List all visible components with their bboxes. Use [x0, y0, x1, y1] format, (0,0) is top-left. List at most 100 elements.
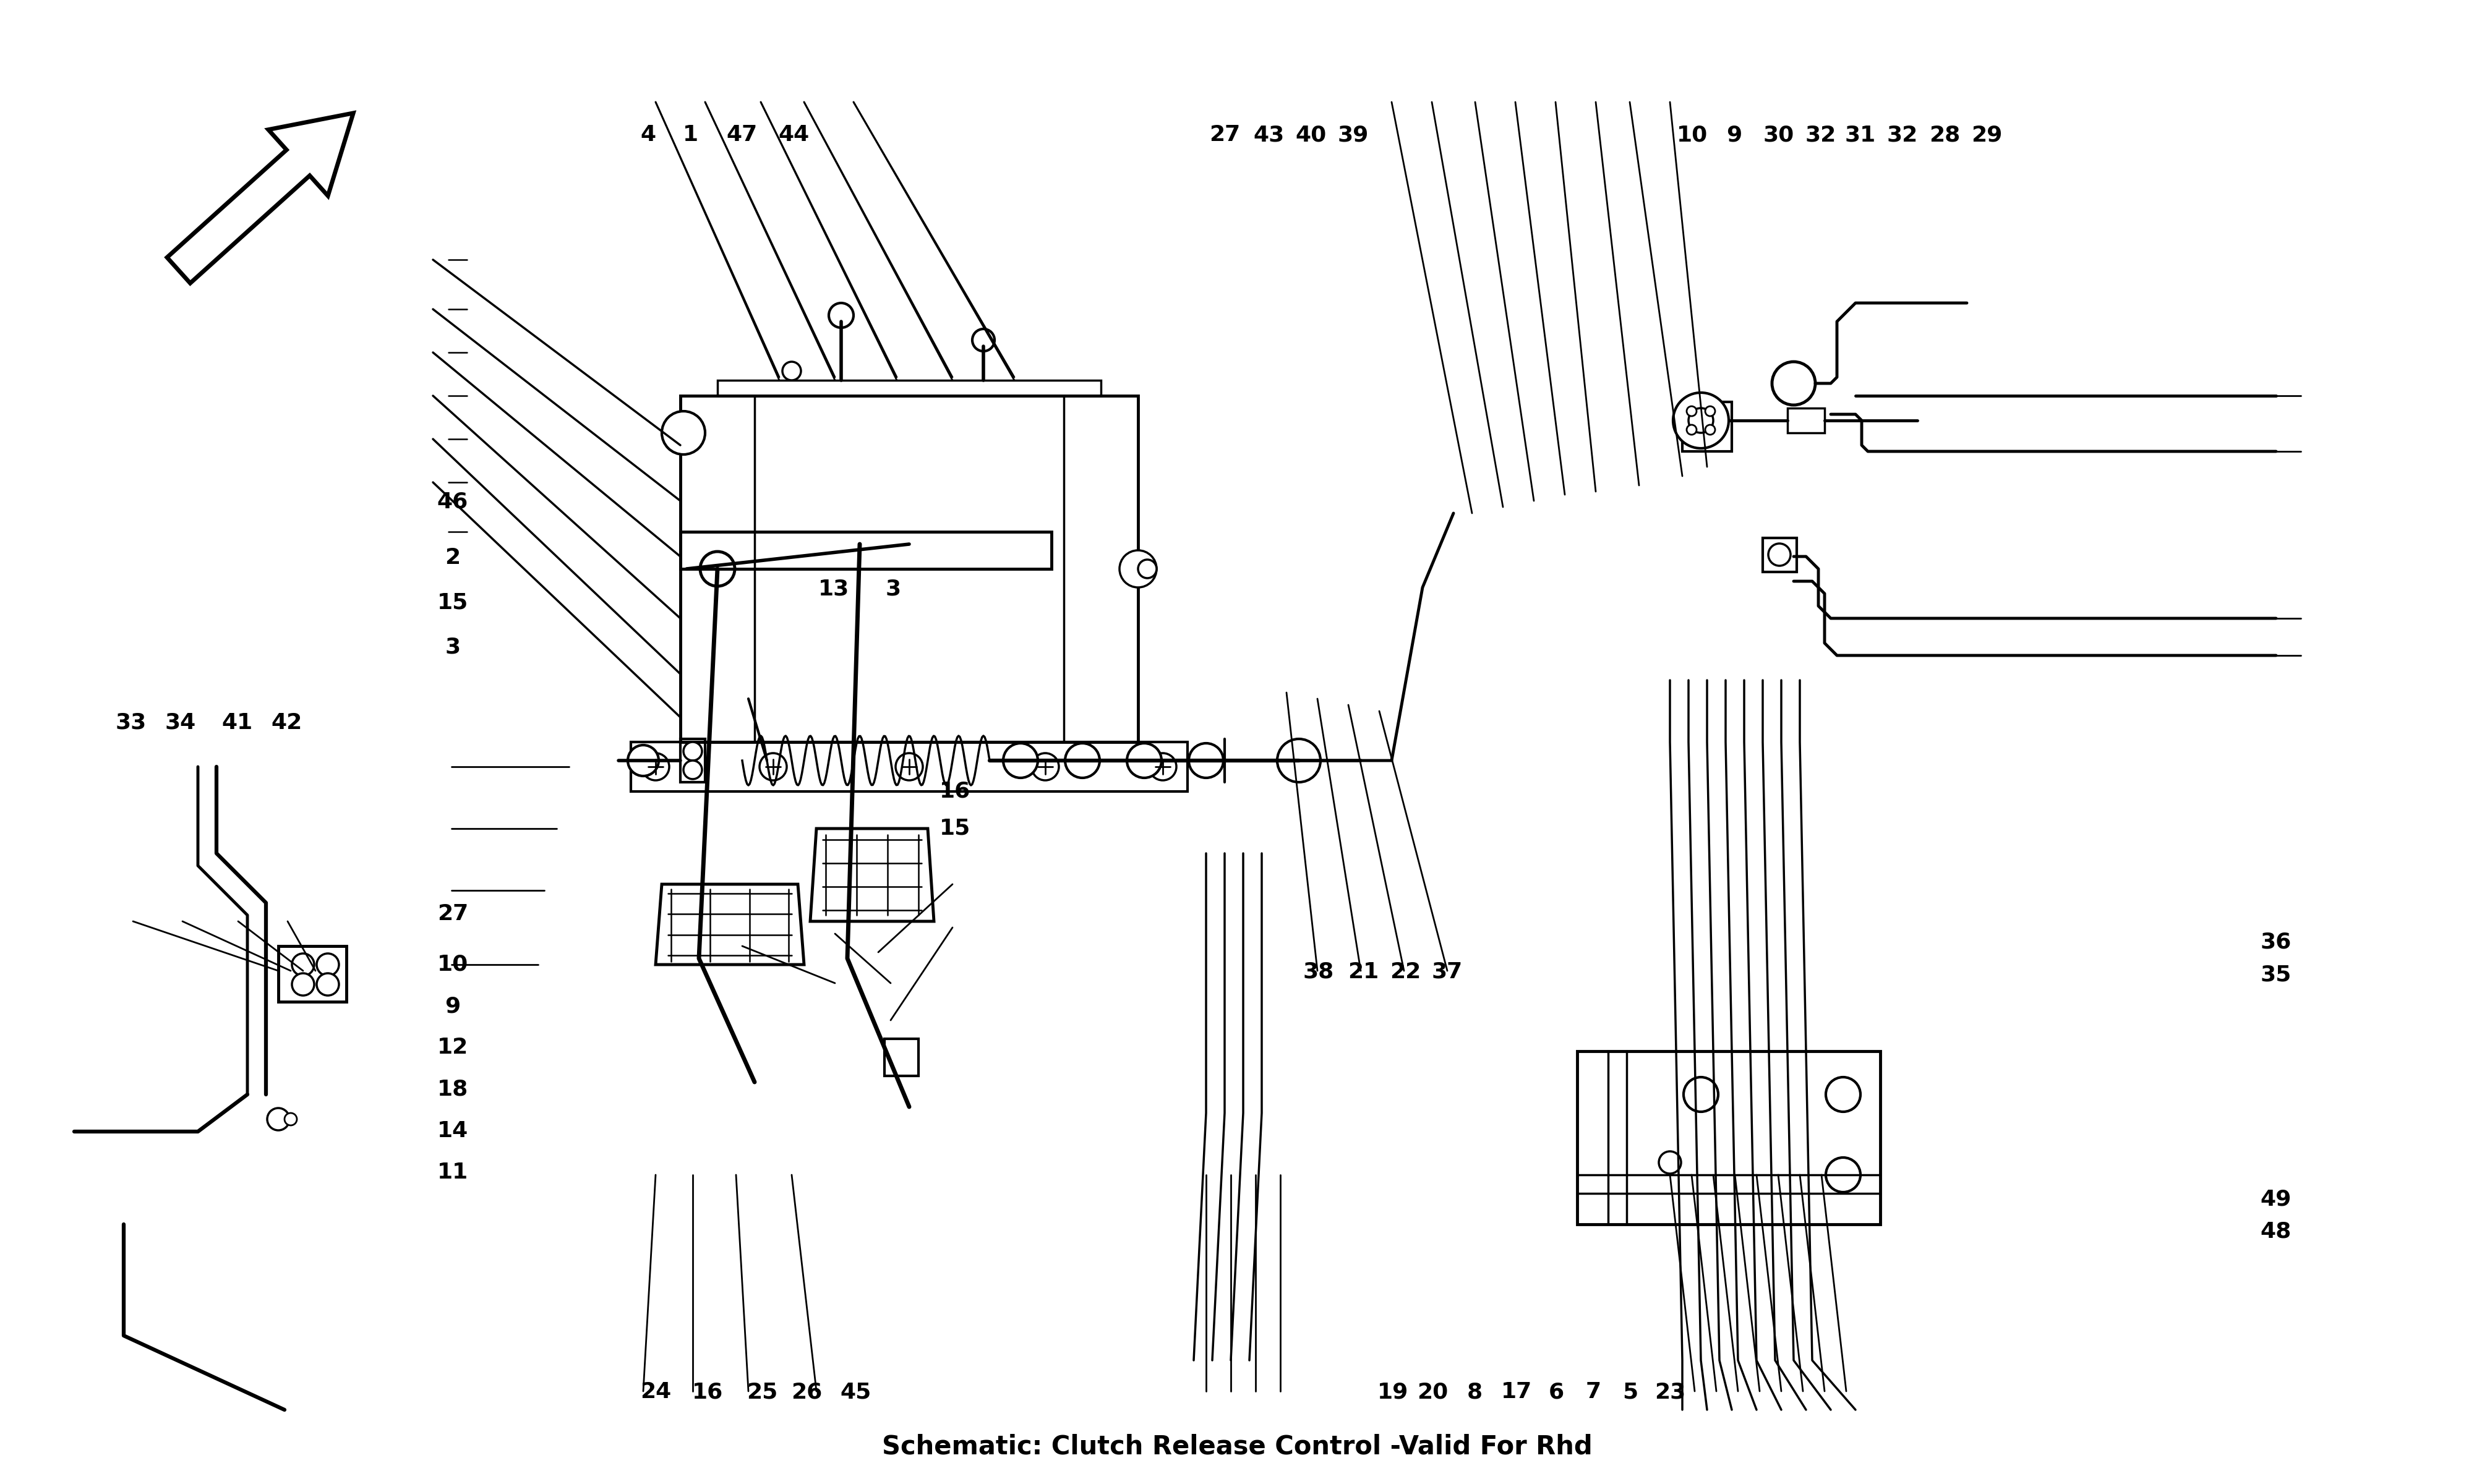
Text: 38: 38 [1304, 962, 1333, 982]
Text: 40: 40 [1296, 125, 1326, 145]
Circle shape [1658, 1152, 1682, 1174]
Bar [1578, 1051, 1880, 1224]
Bar [1761, 537, 1796, 571]
Bar [631, 742, 1188, 791]
Text: 42: 42 [272, 712, 302, 733]
Circle shape [285, 1113, 297, 1125]
Text: 37: 37 [1432, 962, 1462, 982]
Circle shape [1064, 743, 1098, 778]
Text: 29: 29 [1972, 125, 2001, 145]
Text: 45: 45 [841, 1382, 871, 1402]
Text: 7: 7 [1586, 1382, 1601, 1402]
Circle shape [1687, 424, 1697, 435]
Text: 14: 14 [438, 1120, 468, 1141]
Text: 17: 17 [1502, 1382, 1531, 1402]
Text: 20: 20 [1418, 1382, 1447, 1402]
Text: 16: 16 [940, 781, 970, 801]
Text: 15: 15 [940, 818, 970, 838]
Text: 15: 15 [438, 592, 468, 613]
Text: 2: 2 [445, 548, 460, 568]
Text: 26: 26 [792, 1382, 821, 1402]
Circle shape [292, 953, 314, 976]
Bar [680, 396, 1138, 742]
Text: 6: 6 [1549, 1382, 1564, 1402]
Text: 16: 16 [693, 1382, 722, 1402]
Bar [1682, 402, 1732, 451]
Text: 23: 23 [1655, 1382, 1685, 1402]
Circle shape [1118, 551, 1158, 588]
Text: 3: 3 [886, 579, 901, 600]
Circle shape [1769, 543, 1791, 565]
Text: 25: 25 [747, 1382, 777, 1402]
Text: 13: 13 [819, 579, 849, 600]
Circle shape [292, 974, 314, 996]
Circle shape [700, 552, 735, 586]
Text: 31: 31 [1846, 125, 1875, 145]
Text: 32: 32 [1806, 125, 1836, 145]
Circle shape [1771, 362, 1816, 405]
Circle shape [683, 760, 703, 779]
Text: 27: 27 [438, 904, 468, 925]
Circle shape [628, 745, 658, 776]
Text: 9: 9 [445, 996, 460, 1017]
Text: 36: 36 [2261, 932, 2291, 953]
Circle shape [829, 303, 854, 328]
Circle shape [1672, 393, 1729, 448]
Polygon shape [811, 828, 935, 922]
Circle shape [1682, 1077, 1717, 1112]
Circle shape [760, 752, 787, 781]
Circle shape [663, 411, 705, 454]
Text: 1: 1 [683, 125, 698, 145]
Text: 44: 44 [779, 125, 809, 145]
Bar [277, 947, 346, 1002]
Text: 5: 5 [1623, 1382, 1638, 1402]
Circle shape [1188, 743, 1222, 778]
Bar [680, 739, 705, 782]
Circle shape [782, 362, 802, 380]
Circle shape [1687, 407, 1697, 416]
Text: 30: 30 [1764, 125, 1794, 145]
Text: 18: 18 [438, 1079, 468, 1100]
Circle shape [1128, 743, 1163, 778]
Circle shape [1705, 424, 1714, 435]
Text: 24: 24 [641, 1382, 670, 1402]
Text: 41: 41 [223, 712, 252, 733]
Text: 3: 3 [445, 637, 460, 657]
Text: 46: 46 [438, 491, 468, 512]
Text: 21: 21 [1348, 962, 1378, 982]
Circle shape [1277, 739, 1321, 782]
Text: 35: 35 [2261, 965, 2291, 985]
Text: 4: 4 [641, 125, 656, 145]
Text: 19: 19 [1378, 1382, 1408, 1402]
Circle shape [1705, 407, 1714, 416]
Text: 28: 28 [1930, 125, 1959, 145]
Bar [1786, 408, 1826, 433]
Text: 49: 49 [2261, 1189, 2291, 1209]
Circle shape [1138, 559, 1158, 579]
Text: 22: 22 [1390, 962, 1420, 982]
Circle shape [972, 329, 995, 352]
Circle shape [1826, 1077, 1860, 1112]
Text: 27: 27 [1210, 125, 1239, 145]
Text: 47: 47 [727, 125, 757, 145]
Text: 34: 34 [166, 712, 195, 733]
Bar [717, 380, 1101, 396]
Circle shape [1032, 752, 1059, 781]
Bar [886, 1039, 918, 1076]
Text: 10: 10 [438, 954, 468, 975]
Circle shape [896, 752, 923, 781]
Circle shape [267, 1109, 289, 1131]
Circle shape [1687, 408, 1712, 433]
Circle shape [317, 974, 339, 996]
Bar [680, 531, 1051, 568]
Text: 48: 48 [2261, 1221, 2291, 1242]
Circle shape [643, 752, 668, 781]
Text: 11: 11 [438, 1162, 468, 1183]
Text: 8: 8 [1467, 1382, 1482, 1402]
Circle shape [1826, 1158, 1860, 1192]
Circle shape [317, 953, 339, 976]
Text: 39: 39 [1338, 125, 1368, 145]
Circle shape [1004, 743, 1039, 778]
Polygon shape [656, 884, 804, 965]
Circle shape [1148, 752, 1178, 781]
